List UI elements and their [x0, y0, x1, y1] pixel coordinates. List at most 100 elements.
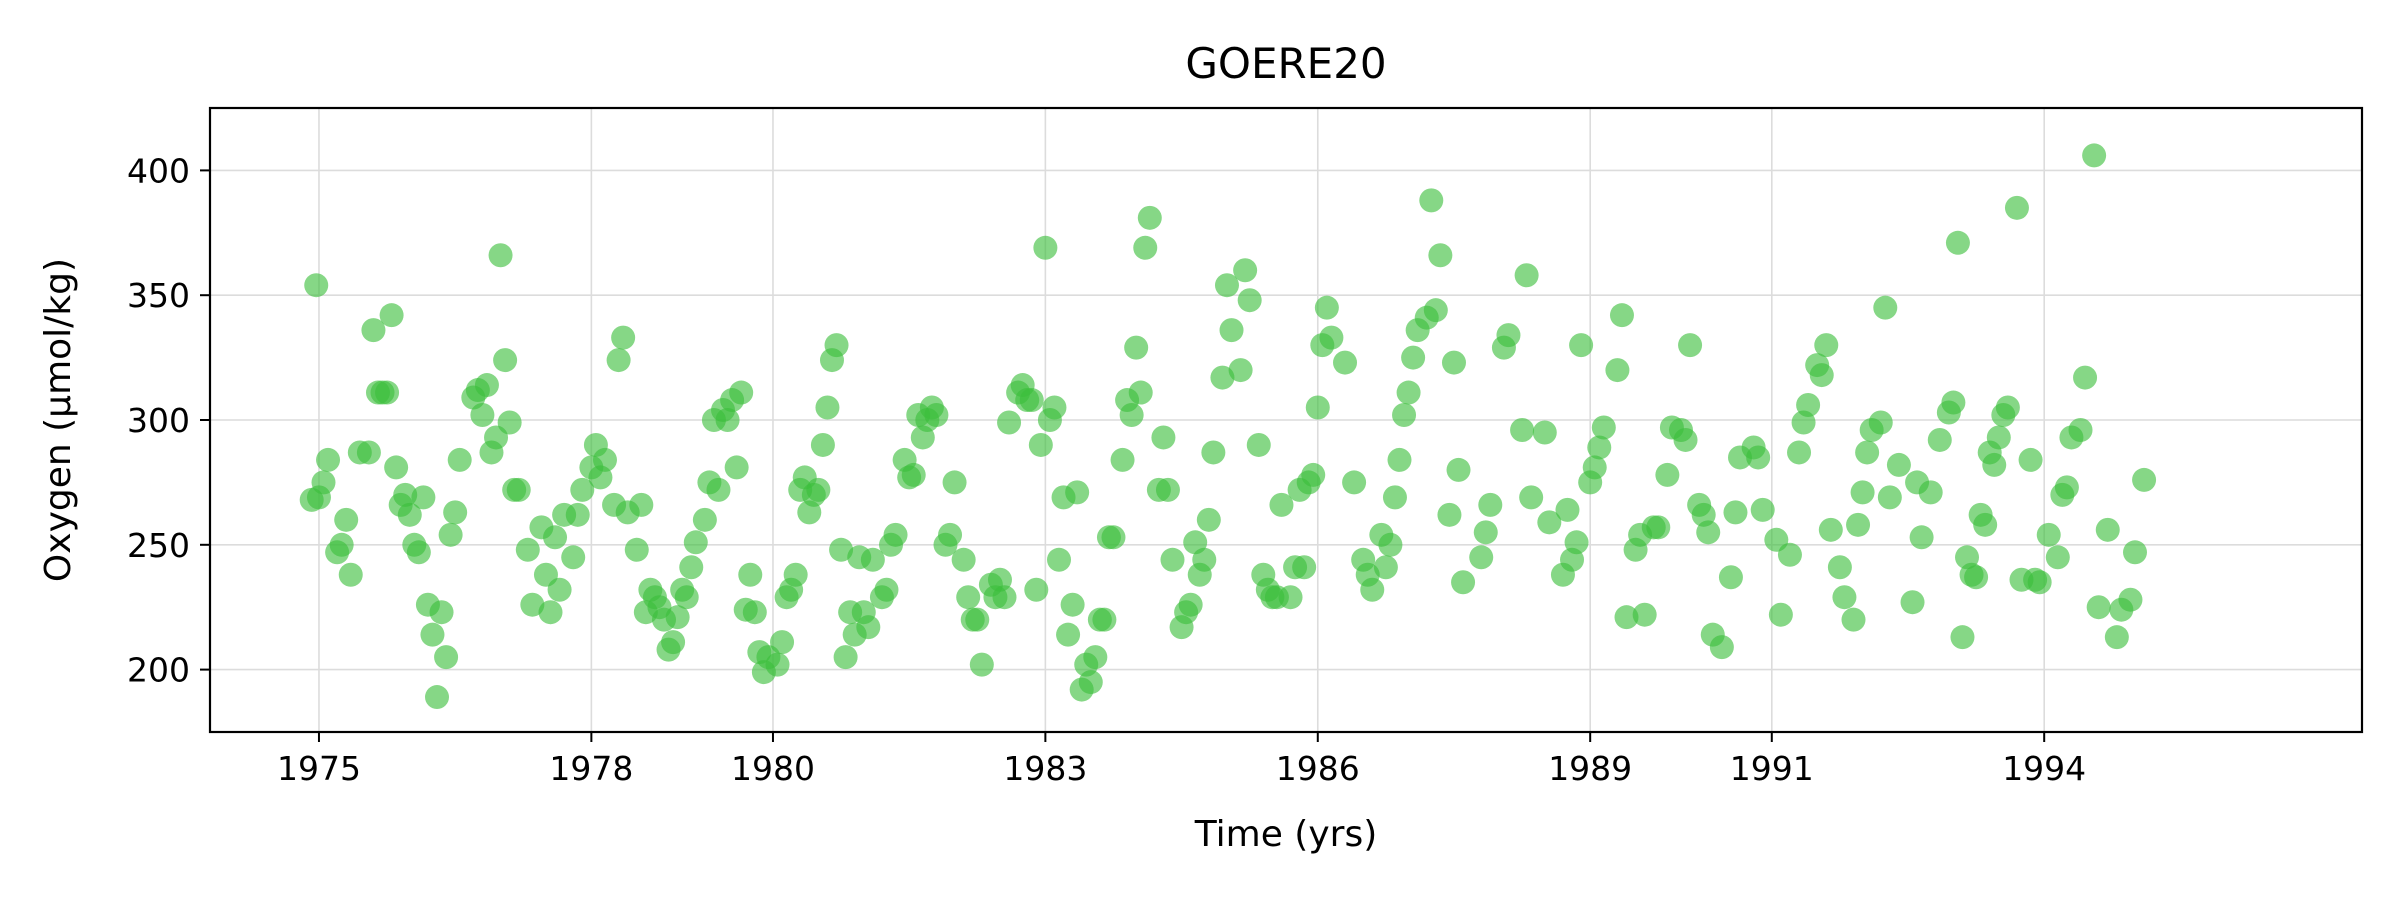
x-tick-label: 1983: [1003, 749, 1087, 788]
data-point: [1605, 358, 1630, 383]
data-point: [1709, 635, 1734, 660]
data-point: [1360, 577, 1385, 602]
data-point: [1746, 445, 1771, 470]
data-point: [1387, 447, 1412, 472]
data-point: [1868, 410, 1893, 435]
data-point: [1609, 303, 1634, 328]
data-point: [738, 562, 763, 587]
data-point: [1278, 585, 1303, 610]
data-point: [1632, 602, 1657, 627]
data-point: [1092, 607, 1117, 632]
data-point: [425, 685, 450, 710]
data-point: [429, 600, 454, 625]
data-point: [434, 645, 459, 670]
data-point: [375, 380, 400, 405]
data-point: [1065, 480, 1090, 505]
data-point: [992, 585, 1017, 610]
data-point: [1155, 477, 1180, 502]
data-point: [951, 547, 976, 572]
data-point: [493, 348, 518, 373]
data-point: [1873, 295, 1898, 320]
data-point: [1855, 440, 1880, 465]
data-point: [406, 540, 431, 565]
data-point: [624, 537, 649, 562]
x-tick-label: 1991: [1730, 749, 1814, 788]
y-tick-label: 250: [127, 526, 190, 565]
data-point: [1056, 622, 1081, 647]
data-point: [765, 652, 790, 677]
data-point: [497, 410, 522, 435]
data-point: [683, 530, 708, 555]
data-point: [1564, 530, 1589, 555]
x-tick-label: 1989: [1548, 749, 1632, 788]
data-point: [874, 577, 899, 602]
y-axis-ticks: 200 250 300 350 400: [127, 151, 210, 690]
data-point: [1028, 432, 1053, 457]
data-point: [561, 545, 586, 570]
data-point: [474, 373, 499, 398]
data-point: [1033, 235, 1058, 260]
y-tick-label: 350: [127, 276, 190, 315]
data-point: [1614, 605, 1639, 630]
data-point: [1846, 512, 1871, 537]
data-point: [1246, 432, 1271, 457]
data-point: [1042, 395, 1067, 420]
data-point: [1496, 323, 1521, 348]
data-point: [770, 630, 795, 655]
data-point: [2045, 545, 2070, 570]
data-point: [1333, 350, 1358, 375]
data-point: [1514, 263, 1539, 288]
data-point: [1469, 545, 1494, 570]
data-point: [883, 522, 908, 547]
data-point: [1718, 565, 1743, 590]
data-point: [1373, 555, 1398, 580]
data-point: [1378, 532, 1403, 557]
data-point: [1423, 298, 1448, 323]
data-point: [1569, 333, 1594, 358]
data-point: [393, 482, 418, 507]
data-point: [1210, 365, 1235, 390]
data-point: [1024, 577, 1049, 602]
data-point: [1046, 547, 1071, 572]
data-point: [1777, 542, 1802, 567]
data-point: [1401, 345, 1426, 370]
data-point: [1941, 390, 1966, 415]
data-point: [1886, 452, 1911, 477]
data-point: [810, 432, 835, 457]
y-tick-label: 300: [127, 401, 190, 440]
data-point: [824, 333, 849, 358]
data-point: [1750, 497, 1775, 522]
data-point: [1841, 607, 1866, 632]
y-axis-label: Oxygen (µmol/kg): [38, 258, 79, 582]
data-point: [1078, 670, 1103, 695]
data-point: [361, 318, 386, 343]
data-point: [1927, 427, 1952, 452]
x-tick-label: 1986: [1276, 749, 1360, 788]
data-point: [1519, 485, 1544, 510]
data-point: [1160, 547, 1185, 572]
data-point: [1900, 590, 1925, 615]
data-point: [311, 470, 336, 495]
data-point: [1437, 502, 1462, 527]
data-point: [379, 303, 404, 328]
data-point: [1196, 507, 1221, 532]
data-point: [1995, 395, 2020, 420]
x-tick-label: 1980: [731, 749, 815, 788]
data-point: [1986, 425, 2011, 450]
data-point: [1510, 417, 1535, 442]
data-point: [901, 462, 926, 487]
data-point: [1428, 243, 1453, 268]
data-point: [438, 522, 463, 547]
data-point: [674, 585, 699, 610]
data-point: [969, 652, 994, 677]
data-point: [1237, 288, 1262, 313]
data-point: [1918, 480, 1943, 505]
data-point: [1909, 525, 1934, 550]
data-point: [543, 525, 568, 550]
data-point: [1850, 480, 1875, 505]
data-point: [1446, 457, 1471, 482]
data-point: [1646, 515, 1671, 540]
data-point: [2073, 365, 2098, 390]
data-point: [1314, 295, 1339, 320]
